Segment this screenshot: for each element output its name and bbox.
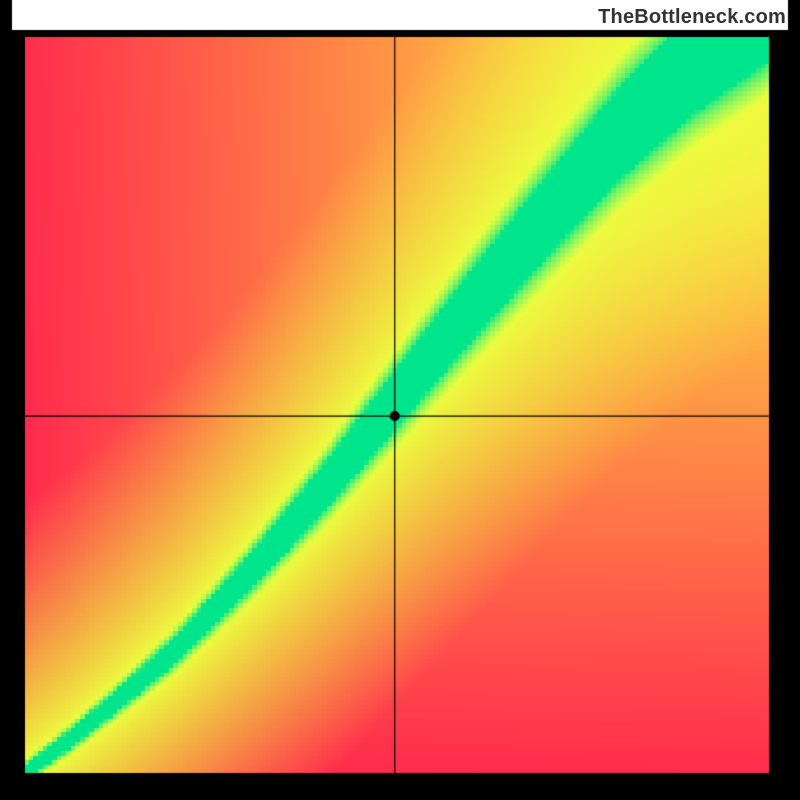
chart-frame: TheBottleneck.com [0,0,800,800]
watermark-text: TheBottleneck.com [598,6,786,29]
bottleneck-heatmap-canvas [0,0,800,800]
